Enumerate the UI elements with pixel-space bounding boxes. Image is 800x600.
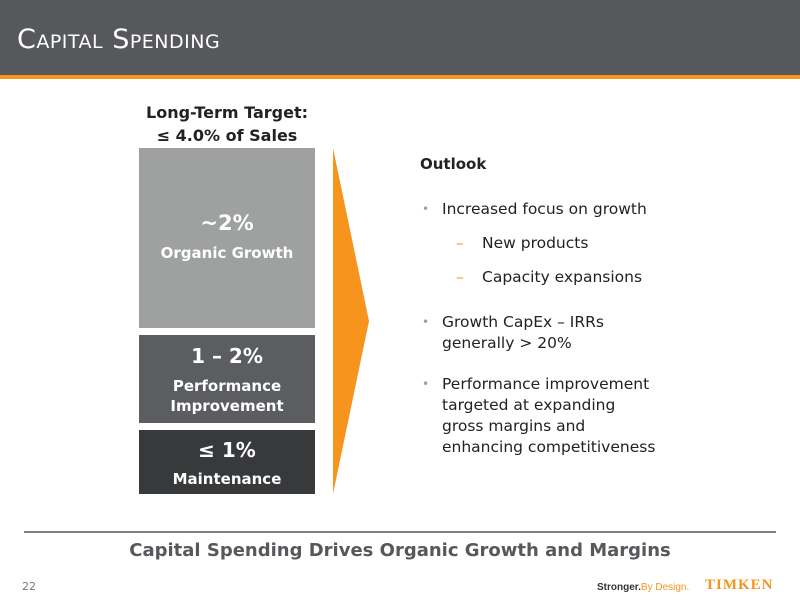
performance-improvement-block: 1 – 2% Performance Improvement [139,335,315,423]
maintenance-percent: ≤ 1% [198,438,256,462]
performance-label-line-2: Improvement [170,397,284,415]
list-item: • Increased focus on growth [422,200,647,218]
slide-title: Capital Spending [17,24,221,55]
performance-label-line-1: Performance [172,377,282,395]
list-item: • Growth CapEx – IRRs generally > 20% [422,313,604,352]
slogan-part-2: By Design. [640,582,690,593]
organic-growth-block: ~2% Organic Growth [139,148,315,328]
page-number: 22 [22,580,36,593]
target-line-1: Long-Term Target: [146,103,308,122]
bullet-icon: • [422,315,430,329]
organic-growth-label: Organic Growth [160,244,294,262]
list-item: – Capacity expansions [456,268,643,286]
long-term-target: Long-Term Target: ≤ 4.0% of Sales [138,101,316,147]
dash-icon: – [456,268,464,286]
target-line-2: ≤ 4.0% of Sales [156,126,298,145]
maintenance-block: ≤ 1% Maintenance [139,430,315,494]
outlook-heading: Outlook [420,155,487,173]
title-bar [0,0,800,75]
slogan-part-1: Stronger. [597,582,641,593]
brand-slogan: Stronger.By Design. [597,582,689,593]
list-item: – New products [456,234,589,252]
dash-icon: – [456,234,464,252]
performance-improvement-percent: 1 – 2% [191,344,263,368]
performance-improvement-label: Performance Improvement [139,376,315,416]
maintenance-label: Maintenance [172,470,282,488]
title-underline [0,75,800,79]
bullet-icon: • [422,202,430,216]
tagline: Capital Spending Drives Organic Growth a… [129,540,671,561]
timken-logo: TIMKEN [705,577,774,593]
list-item: • Performance improvement targeted at ex… [422,375,656,456]
organic-growth-percent: ~2% [200,211,254,235]
bullet-icon: • [422,377,430,391]
chevron-arrow-icon [333,148,369,494]
footer-divider [24,531,776,533]
